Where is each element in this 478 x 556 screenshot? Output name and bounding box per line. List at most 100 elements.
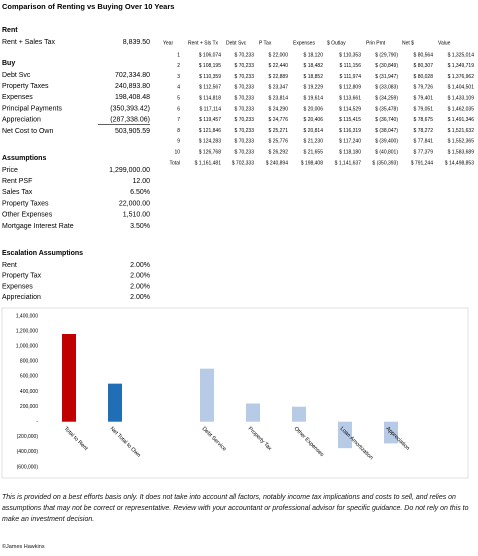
- spreadsheet: Comparison of Renting vs Buying Over 10 …: [1, 2, 475, 479]
- table-cell: Total: [169, 160, 180, 166]
- table-cell: $ (31,947): [375, 74, 398, 80]
- table-cell: $ 119,457: [199, 117, 221, 123]
- table-cell: $ 21,655: [304, 150, 324, 156]
- row-value: 503,905.59: [115, 128, 150, 135]
- table-cell: $ 70,233: [235, 128, 255, 134]
- row-label: Sales Tax: [2, 189, 33, 196]
- column-header: Debt Svc: [226, 40, 247, 46]
- table-cell: $ 108,195: [199, 63, 221, 69]
- table-cell: $ 70,233: [235, 117, 255, 123]
- row-label: Rent + Sales Tax: [2, 39, 55, 46]
- bar: [246, 403, 260, 422]
- table-cell: 4: [177, 85, 180, 91]
- table-cell: 7: [177, 117, 180, 123]
- table-cell: $ 112,809: [339, 85, 361, 91]
- table-cell: $ 126,768: [199, 150, 221, 156]
- table-cell: $ 25,271: [269, 128, 289, 134]
- table-cell: $ 78,675: [414, 117, 434, 123]
- y-tick-label: 1,400,000: [16, 313, 38, 319]
- table-cell: $ 70,233: [235, 139, 255, 145]
- table-cell: $ 116,319: [339, 128, 361, 134]
- section-heading: Assumptions: [2, 155, 46, 162]
- table-cell: $ 70,233: [235, 96, 255, 102]
- row-label: Appreciation: [2, 294, 41, 301]
- table-cell: 1: [177, 52, 180, 58]
- table-cell: 3: [177, 74, 180, 80]
- table-cell: $ 18,852: [304, 74, 324, 80]
- table-cell: $ 70,233: [235, 63, 255, 69]
- title: Comparison of Renting vs Buying Over 10 …: [2, 2, 174, 11]
- y-tick-label: 1,200,000: [16, 328, 38, 334]
- table-cell: $ 114,818: [199, 96, 221, 102]
- x-tick-label: Debt Service: [201, 426, 228, 453]
- x-tick-label: Net Total to Own: [109, 426, 142, 459]
- row-value: 702,334.80: [115, 72, 150, 79]
- table-cell: $ 21,230: [304, 139, 324, 145]
- table-cell: 6: [177, 106, 180, 112]
- x-tick-label: Total to Rent: [63, 426, 89, 452]
- row-label: Principal Payments: [2, 105, 62, 112]
- row-label: Expenses: [2, 283, 33, 290]
- table-cell: $ 791,244: [411, 160, 433, 166]
- table-cell: $ 22,889: [269, 74, 289, 80]
- column-header: Rent + Sls Tx: [188, 40, 219, 46]
- table-cell: $ 70,233: [235, 74, 255, 80]
- table-cell: $ 106,074: [199, 52, 221, 58]
- disclaimer: This is provided on a best efforts basis…: [2, 494, 469, 523]
- table-cell: $ 70,233: [235, 106, 255, 112]
- column-header: P Tax: [259, 40, 272, 46]
- table-cell: $ 1,141,637: [335, 160, 362, 166]
- table-cell: $ 113,661: [339, 96, 361, 102]
- table-cell: $ 1,433,109: [448, 96, 475, 102]
- row-label: Net Cost to Own: [2, 128, 53, 135]
- table-cell: 10: [174, 150, 180, 156]
- row-value: 198,408.48: [115, 94, 150, 101]
- table-cell: $ 20,406: [304, 117, 324, 123]
- table-cell: $ 1,325,014: [448, 52, 475, 58]
- table-cell: $ 70,233: [235, 85, 255, 91]
- table-cell: $ (34,259): [375, 96, 398, 102]
- table-cell: $ 18,482: [304, 63, 324, 69]
- table-cell: $ 1,583,689: [448, 150, 475, 156]
- y-tick-label: (400,000): [17, 449, 39, 455]
- table-cell: $ 1,376,962: [448, 74, 475, 80]
- row-value: 1,510.00: [123, 212, 150, 219]
- table-cell: $ 22,000: [269, 52, 289, 58]
- table-cell: $ (40,801): [375, 150, 398, 156]
- row-value: 240,893.80: [115, 83, 150, 90]
- table-cell: $ 111,156: [339, 63, 361, 69]
- table-cell: $ 240,894: [266, 160, 288, 166]
- row-label: Expenses: [2, 94, 33, 101]
- table-cell: 2: [177, 63, 180, 69]
- y-tick-label: (600,000): [17, 464, 39, 470]
- row-value: 22,000.00: [119, 200, 150, 207]
- table-cell: $ 121,846: [199, 128, 221, 134]
- row-label: Other Expenses: [2, 212, 53, 219]
- table-cell: $ 79,401: [414, 96, 434, 102]
- table-cell: $ 111,974: [339, 74, 361, 80]
- x-tick-label: Other Expenses: [293, 426, 325, 458]
- table-cell: $ 25,776: [269, 139, 289, 145]
- copyright: ©James Hawkins: [2, 544, 45, 550]
- table-cell: $ 77,379: [414, 150, 434, 156]
- table-cell: $ 1,521,632: [448, 128, 475, 134]
- table-cell: $ 198,408: [301, 160, 323, 166]
- table-cell: $ 77,841: [414, 139, 434, 145]
- table-cell: $ 24,776: [269, 117, 289, 123]
- bar: [338, 421, 352, 449]
- row-label: Rent: [2, 262, 17, 269]
- row-value: 6.50%: [130, 189, 150, 196]
- row-label: Property Tax: [2, 273, 42, 280]
- table-cell: $ 114,529: [339, 106, 361, 112]
- row-value: 2.00%: [130, 273, 150, 280]
- table-cell: $ (30,849): [375, 63, 398, 69]
- row-value: 2.00%: [130, 294, 150, 301]
- table-cell: $ 1,462,035: [448, 106, 475, 112]
- table-cell: $ 1,349,719: [448, 63, 475, 69]
- column-header: $ Outlay: [327, 40, 346, 46]
- table-cell: $ 20,814: [304, 128, 324, 134]
- section-heading: Buy: [2, 60, 15, 67]
- table-cell: $ 702,333: [232, 160, 254, 166]
- row-value: 8,839.50: [123, 39, 150, 46]
- column-header: Expenses: [293, 40, 315, 46]
